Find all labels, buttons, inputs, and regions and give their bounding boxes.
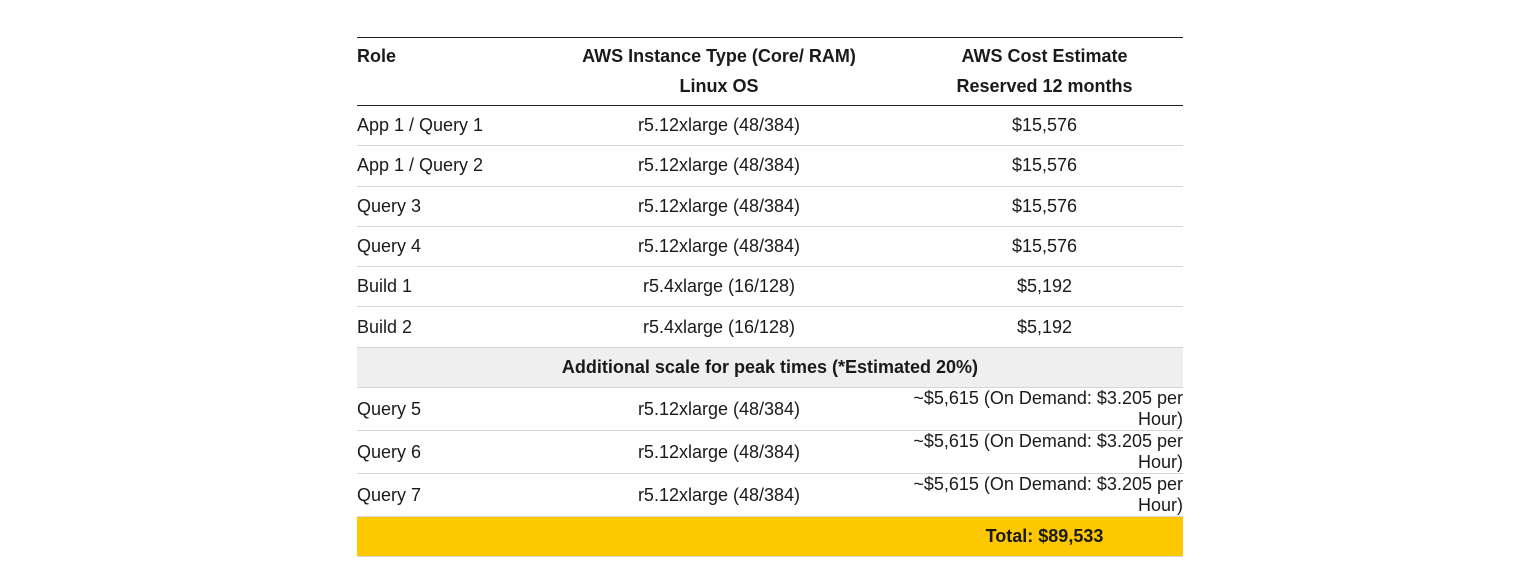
- header-instance-line2: Linux OS: [679, 76, 759, 96]
- cell-cost: $5,192: [1016, 276, 1073, 297]
- cell-cost: ~$5,615 (On Demand: $3.205 per Hour): [913, 431, 1183, 473]
- cell-instance: r5.4xlarge (16/128): [642, 276, 796, 297]
- table-row: Build 1 r5.4xlarge (16/128) $5,192: [357, 267, 1183, 307]
- cell-instance: r5.4xlarge (16/128): [642, 316, 796, 337]
- header-instance-line1: AWS Instance Type (Core/ RAM): [582, 46, 856, 66]
- peak-section-label: Additional scale for peak times (*Estima…: [561, 356, 979, 377]
- cell-instance: r5.12xlarge (48/384): [637, 398, 801, 419]
- cell-instance: r5.12xlarge (48/384): [637, 115, 801, 136]
- total-empty-cell: [532, 517, 906, 557]
- table-row: Query 3 r5.12xlarge (48/384) $15,576: [357, 186, 1183, 227]
- cell-role: Query 6: [357, 441, 422, 462]
- cell-cost: $5,192: [1016, 316, 1073, 337]
- peak-section-row: Additional scale for peak times (*Estima…: [357, 347, 1183, 388]
- table-row: Query 7 r5.12xlarge (48/384) ~$5,615 (On…: [357, 474, 1183, 517]
- total-value: Total: $89,533: [985, 526, 1104, 547]
- cell-instance: r5.12xlarge (48/384): [637, 484, 801, 505]
- cell-cost: ~$5,615 (On Demand: $3.205 per Hour): [913, 474, 1183, 516]
- total-row: Total: $89,533: [357, 516, 1183, 557]
- header-cost-estimate: AWS Cost Estimate Reserved 12 months: [906, 38, 1183, 106]
- cell-cost: $15,576: [1011, 236, 1078, 257]
- cell-role: Query 3: [357, 195, 422, 216]
- cell-role: App 1 / Query 1: [357, 115, 484, 136]
- header-cost-line1: AWS Cost Estimate: [961, 46, 1128, 66]
- cell-role: Query 7: [357, 484, 422, 505]
- header-cost-line2: Reserved 12 months: [956, 76, 1133, 96]
- cell-instance: r5.12xlarge (48/384): [637, 195, 801, 216]
- table-row: Query 5 r5.12xlarge (48/384) ~$5,615 (On…: [357, 388, 1183, 431]
- aws-cost-table: Role AWS Instance Type (Core/ RAM) Linux…: [357, 37, 1183, 557]
- cell-instance: r5.12xlarge (48/384): [637, 236, 801, 257]
- cell-role: Build 2: [357, 316, 413, 337]
- cell-cost: $15,576: [1011, 195, 1078, 216]
- cell-instance: r5.12xlarge (48/384): [637, 155, 801, 176]
- total-empty-cell: [357, 517, 532, 557]
- header-role-label: Role: [357, 46, 397, 66]
- table-row: Query 4 r5.12xlarge (48/384) $15,576: [357, 226, 1183, 267]
- cell-role: App 1 / Query 2: [357, 155, 484, 176]
- cell-role: Query 5: [357, 398, 422, 419]
- header-instance-type: AWS Instance Type (Core/ RAM) Linux OS: [532, 38, 906, 106]
- cell-cost: $15,576: [1011, 155, 1078, 176]
- table-row: App 1 / Query 2 r5.12xlarge (48/384) $15…: [357, 146, 1183, 187]
- table-row: Build 2 r5.4xlarge (16/128) $5,192: [357, 307, 1183, 348]
- header-role: Role: [357, 38, 532, 106]
- cell-role: Query 4: [357, 236, 422, 257]
- cost-table-container: Role AWS Instance Type (Core/ RAM) Linux…: [357, 37, 1183, 557]
- cell-role: Build 1: [357, 276, 413, 297]
- cell-instance: r5.12xlarge (48/384): [637, 441, 801, 462]
- cell-cost: $15,576: [1011, 115, 1078, 136]
- table-row: Query 6 r5.12xlarge (48/384) ~$5,615 (On…: [357, 431, 1183, 474]
- cell-cost: ~$5,615 (On Demand: $3.205 per Hour): [913, 388, 1183, 430]
- table-header-row: Role AWS Instance Type (Core/ RAM) Linux…: [357, 37, 1183, 106]
- table-row: App 1 / Query 1 r5.12xlarge (48/384) $15…: [357, 106, 1183, 146]
